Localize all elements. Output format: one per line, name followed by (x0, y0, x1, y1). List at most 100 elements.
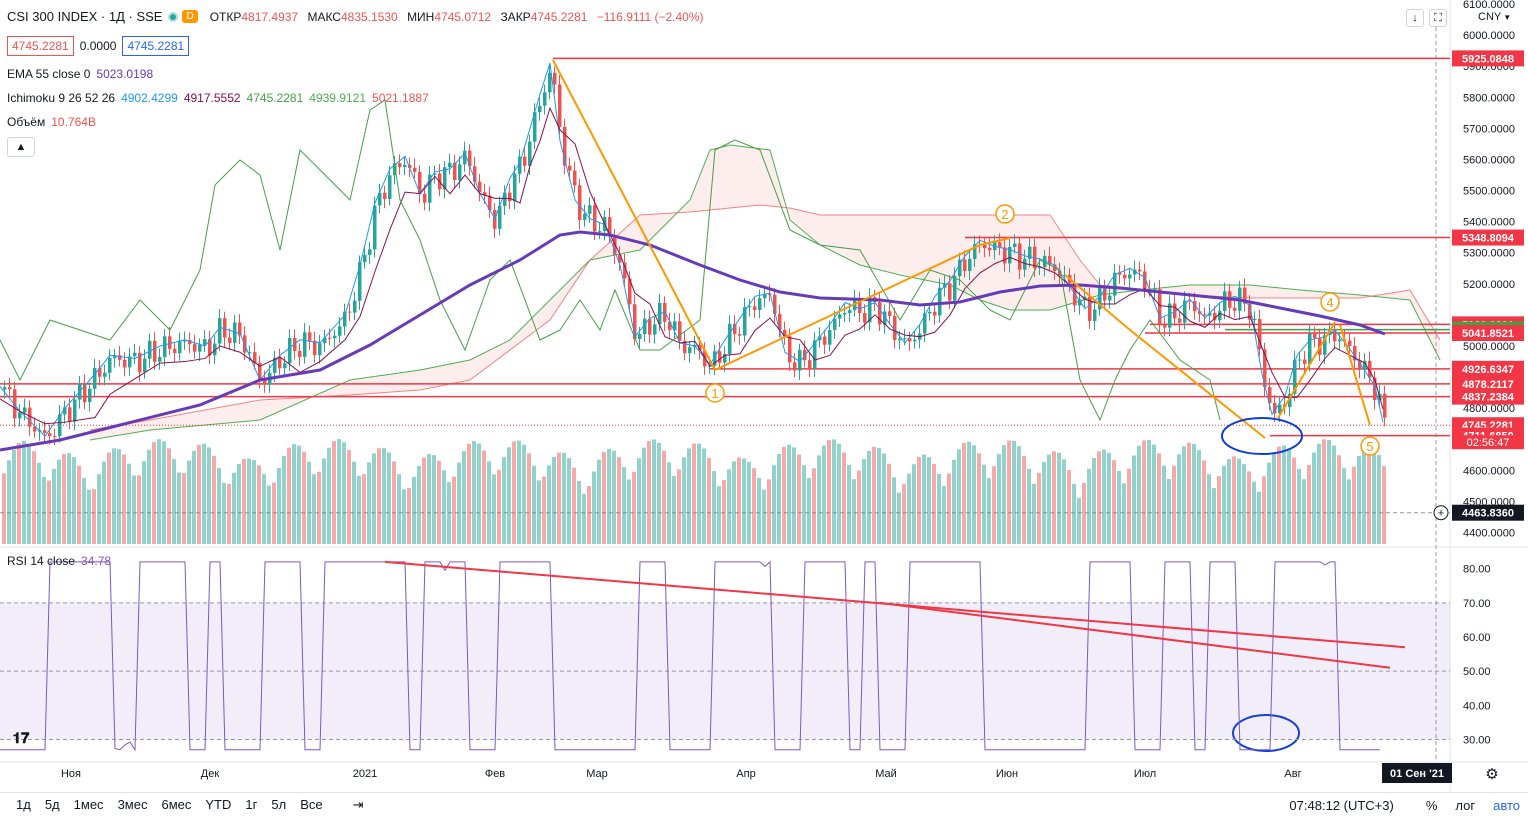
symbol-title[interactable]: CSI 300 INDEX · 1Д · SSE (7, 9, 163, 24)
candle-body (473, 166, 477, 182)
range-5d[interactable]: 5д (44, 797, 60, 812)
volume-bar (177, 472, 181, 544)
volume-bar (842, 452, 846, 544)
range-5y[interactable]: 5л (271, 797, 287, 812)
candle-body (1353, 345, 1357, 361)
ema-legend[interactable]: EMA 55 close 0 5023.0198 (7, 67, 153, 81)
candle-body (1038, 267, 1042, 269)
candle-body (393, 163, 397, 176)
candle-body (553, 72, 557, 85)
expand-icon: ⛶ (1434, 11, 1442, 24)
volume-bar (207, 447, 211, 544)
scroll-down-button[interactable]: ↓ (1406, 9, 1424, 27)
candle-body (48, 433, 52, 437)
candle-body (828, 329, 832, 345)
candle-body (368, 249, 372, 255)
range-1y[interactable]: 1г (245, 797, 258, 812)
volume-bar (897, 492, 901, 544)
candle-body (148, 340, 152, 359)
candle-body (768, 293, 772, 295)
volume-bar (137, 475, 141, 544)
candle-body (373, 205, 377, 250)
candle-body (118, 355, 122, 360)
range-6m[interactable]: 6мес (161, 797, 192, 812)
rsi-legend[interactable]: RSI 14 close 34.78 (7, 554, 111, 568)
volume-bar (1172, 465, 1176, 544)
price-label-box (1452, 50, 1524, 67)
bid-box[interactable]: 4745.2281 (7, 36, 74, 56)
volume-bar (702, 448, 706, 544)
ichimoku-legend[interactable]: Ichimoku 9 26 52 26 4902.4299 4917.5552 … (7, 91, 429, 105)
volume-bar (202, 443, 206, 544)
low-label: МИН (407, 9, 435, 24)
volume-bar (107, 452, 111, 544)
volume-bar (1047, 454, 1051, 544)
volume-bar (67, 453, 71, 544)
volume-bar (492, 474, 496, 544)
candle-body (958, 259, 962, 277)
volume-bar (582, 493, 586, 544)
candle-body (303, 332, 307, 357)
volume-bar (32, 451, 36, 544)
candle-body (813, 340, 817, 369)
volume-bar (872, 446, 876, 544)
volume-bar (1247, 471, 1251, 544)
candle-body (948, 283, 952, 301)
candle-body (128, 356, 132, 368)
volume-bar (1162, 465, 1166, 544)
wave-label: 4 (1326, 295, 1333, 310)
volume-bar (1372, 448, 1376, 544)
fullscreen-button[interactable]: ⛶ (1429, 9, 1447, 27)
volume-bar (432, 455, 436, 544)
candle-body (683, 340, 687, 354)
date-range-icon[interactable]: ⇥ (352, 796, 364, 812)
candle-body (138, 352, 142, 373)
volume-bar (1197, 450, 1201, 544)
ema-value: 5023.0198 (96, 67, 154, 81)
range-all[interactable]: Все (300, 797, 323, 812)
volume-bar (402, 489, 406, 544)
range-3m[interactable]: 3мес (117, 797, 148, 812)
volume-bar (1007, 440, 1011, 544)
volume-bar (167, 448, 171, 544)
volume-bar (622, 467, 626, 544)
volume-bar (1322, 439, 1326, 544)
range-ytd[interactable]: YTD (205, 797, 232, 812)
volume-bar (347, 450, 351, 544)
candle-body (848, 310, 852, 314)
ask-box[interactable]: 4745.2281 (122, 36, 190, 56)
collapse-legend-button[interactable]: ▲ (7, 137, 35, 157)
currency-selector[interactable]: CNY ▼ (1478, 9, 1512, 25)
volume-bar (1317, 443, 1321, 544)
settings-gear-icon[interactable]: ⚙ (1485, 765, 1498, 783)
candle-body (923, 313, 927, 334)
percent-toggle[interactable]: % (1425, 797, 1438, 813)
volume-bar (807, 478, 811, 544)
auto-toggle[interactable]: авто (1493, 797, 1520, 813)
volume-bar (447, 482, 451, 544)
candle-body (913, 339, 917, 342)
candle-body (1013, 243, 1017, 247)
volume-bar (352, 461, 356, 544)
candle-body (158, 357, 162, 362)
range-1m[interactable]: 1мес (73, 797, 104, 812)
volume-bar (592, 471, 596, 544)
candle-body (818, 336, 822, 341)
volume-legend[interactable]: Объём 10.764B (7, 115, 96, 129)
range-1d[interactable]: 1д (16, 797, 31, 812)
clock-time[interactable]: 07:48:12 (UTC+3) (1289, 797, 1394, 813)
volume-bar (612, 450, 616, 544)
candle-body (988, 247, 992, 251)
price-tick-label: 5300.0000 (1463, 248, 1515, 260)
log-toggle[interactable]: лог (1455, 797, 1476, 813)
candle-body (263, 379, 267, 385)
market-status: D (168, 10, 198, 23)
candle-body (558, 84, 562, 127)
candle-body (88, 388, 92, 403)
volume-bar (337, 439, 341, 544)
candle-body (1258, 319, 1262, 350)
volume-bar (157, 439, 161, 544)
volume-bar (162, 441, 166, 544)
kijun-value: 4917.5552 (183, 91, 241, 105)
